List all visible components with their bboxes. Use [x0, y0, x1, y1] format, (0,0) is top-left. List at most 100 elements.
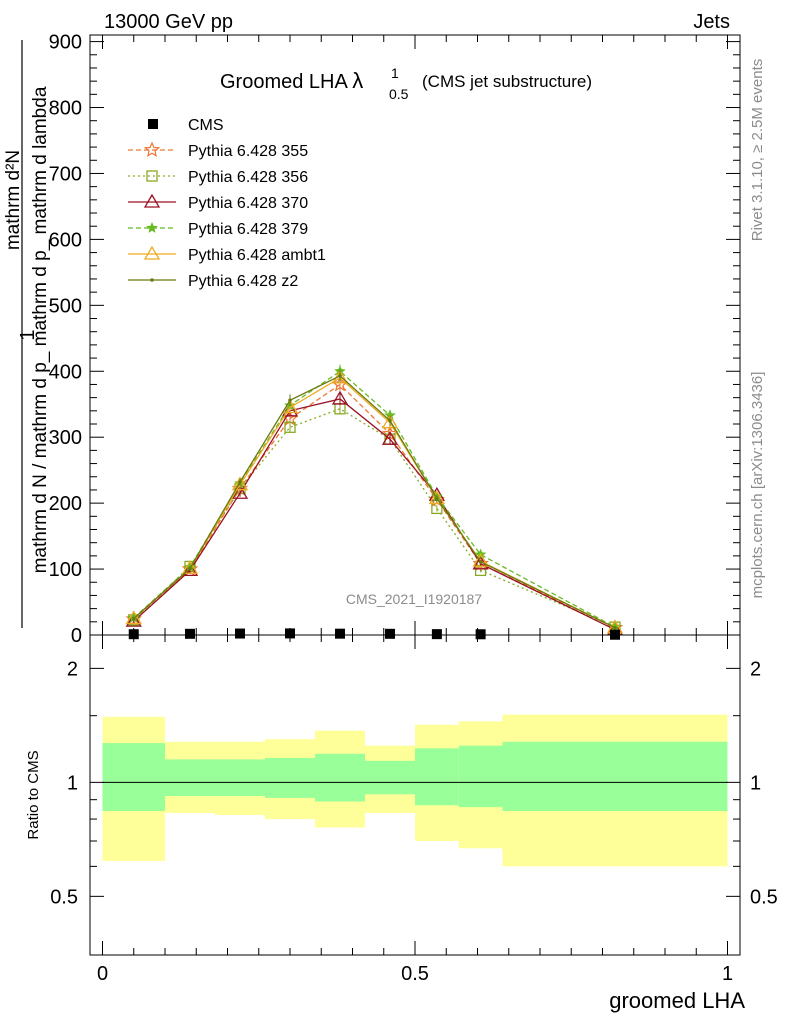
legend-marker	[143, 193, 161, 208]
ylabel-denominator: mathrm d N / mathrm d p_ mathrm d p_ mat…	[30, 86, 51, 573]
ytick-label: 500	[49, 295, 82, 317]
collision-label: 13000 GeV pp	[104, 11, 233, 33]
jets-label: Jets	[693, 11, 730, 33]
mcplots-label: mcplots.cern.ch [arXiv:1306.3436]	[749, 372, 766, 599]
legend-item: Pythia 6.428 355	[128, 141, 308, 160]
series-point	[435, 496, 439, 501]
ratio-ytick-label: 2	[67, 658, 78, 680]
series-point	[472, 555, 489, 571]
ytick-label: 800	[49, 98, 82, 120]
ratio-ytick-label-right: 1	[750, 772, 761, 794]
ratio-green-band	[502, 741, 728, 812]
xaxis-label: groomed LHA	[609, 988, 745, 1013]
series-point	[478, 560, 483, 564]
series-point	[338, 374, 342, 378]
series-point	[472, 552, 489, 567]
legend-label: Pythia 6.428 356	[188, 169, 308, 186]
series-line	[133, 408, 616, 628]
ytick-label: 300	[49, 427, 82, 449]
ytick-label: 700	[49, 163, 82, 185]
ratio-green-band	[315, 753, 365, 802]
main-panel: 0 100 200 300 400 500 600 700 800 900 Groomed LHA…	[49, 32, 741, 647]
ratio-green-band	[458, 745, 503, 808]
legend-item: CMS	[148, 117, 224, 134]
ytick-label: 600	[49, 229, 82, 251]
legend-item: Pythia 6.428 370	[128, 193, 308, 212]
cms-point	[335, 628, 345, 639]
ytick-label: 400	[49, 361, 82, 383]
series-point	[613, 625, 617, 630]
title-note: (CMS jet substructure)	[422, 72, 592, 91]
legend-marker	[143, 245, 161, 260]
ratio-ylabel: Ratio to CMS	[25, 750, 42, 839]
ytick-label: 0	[71, 625, 82, 647]
legend-label: CMS	[188, 117, 224, 134]
legend-label: Pythia 6.428 355	[188, 143, 308, 160]
ylabel-numerator: 1	[17, 329, 39, 340]
series-point	[181, 562, 199, 577]
main-axis-ticks: 0 100 200 300 400 500 600 700 800 900	[49, 32, 740, 647]
xtick-label: 0.5	[401, 963, 429, 985]
ylabel-top: mathrm d²N	[3, 150, 24, 250]
ratio-axis-ticks: 0.5 0.5 1 1 2 2 0 0.5 1	[50, 635, 778, 985]
legend-marker	[150, 278, 154, 282]
ratio-bands	[102, 714, 728, 867]
ratio-ytick-label: 1	[67, 772, 78, 794]
legend-marker	[146, 221, 158, 233]
cms-point	[285, 628, 295, 639]
series-point	[231, 484, 249, 499]
series-point	[188, 566, 192, 571]
legend-marker	[146, 170, 158, 182]
legend-label: Pythia 6.428 z2	[188, 273, 298, 290]
cms-point	[385, 628, 395, 639]
legend: CMS Pythia 6.428 355 Pythia 6.428 356 Pythi…	[128, 117, 326, 290]
ratio-green-band	[365, 760, 415, 795]
legend-item: Pythia 6.428 ambt1	[128, 245, 326, 264]
series-line	[133, 370, 616, 628]
series-point	[181, 560, 199, 575]
title-subscript: 0.5	[389, 86, 409, 102]
ratio-frame	[89, 634, 741, 956]
ratio-green-band	[102, 743, 165, 812]
title-superscript: 1	[391, 65, 399, 81]
legend-marker	[143, 141, 161, 157]
ratio-ytick-label: 0.5	[50, 886, 78, 908]
series-point	[131, 616, 136, 621]
ratio-green-band	[165, 759, 215, 797]
cms-point	[185, 628, 195, 639]
xtick-label: 0	[97, 963, 108, 985]
ratio-panel: 0.5 0.5 1 1 2 2 0 0.5 1	[50, 634, 778, 985]
series-line	[133, 375, 616, 629]
ratio-green-band	[415, 748, 459, 806]
analysis-watermark: CMS_2021_I1920187	[346, 591, 482, 607]
ytick-label: 100	[49, 559, 82, 581]
cms-point	[128, 629, 139, 640]
series-5	[131, 369, 617, 630]
series-point	[284, 421, 296, 433]
rivet-label: Rivet 3.1.10, ≥ 2.5M events	[749, 59, 766, 242]
main-ylabel: 1	[17, 329, 39, 340]
cms-point	[431, 629, 442, 640]
series-point	[388, 418, 392, 423]
series-point	[125, 612, 142, 627]
legend-item: Pythia 6.428 379	[128, 221, 308, 238]
ytick-label: 200	[49, 493, 82, 515]
plot-title: Groomed LHA λ	[220, 68, 363, 93]
series-point	[288, 398, 292, 403]
series-point	[428, 490, 446, 505]
ratio-green-band	[265, 757, 315, 798]
series-point	[381, 430, 399, 445]
series-point	[331, 390, 349, 405]
legend-marker	[148, 119, 158, 129]
series-point	[331, 369, 349, 384]
legend-label: Pythia 6.428 370	[188, 195, 308, 212]
series-point	[238, 480, 242, 484]
cms-point	[475, 629, 486, 640]
ratio-green-band	[215, 759, 265, 797]
legend-item: Pythia 6.428 z2	[128, 273, 298, 290]
xtick-label: 1	[722, 963, 733, 985]
series-point	[381, 414, 399, 429]
ratio-ytick-label-right: 0.5	[750, 886, 778, 908]
ratio-ytick-label-right: 2	[750, 658, 761, 680]
